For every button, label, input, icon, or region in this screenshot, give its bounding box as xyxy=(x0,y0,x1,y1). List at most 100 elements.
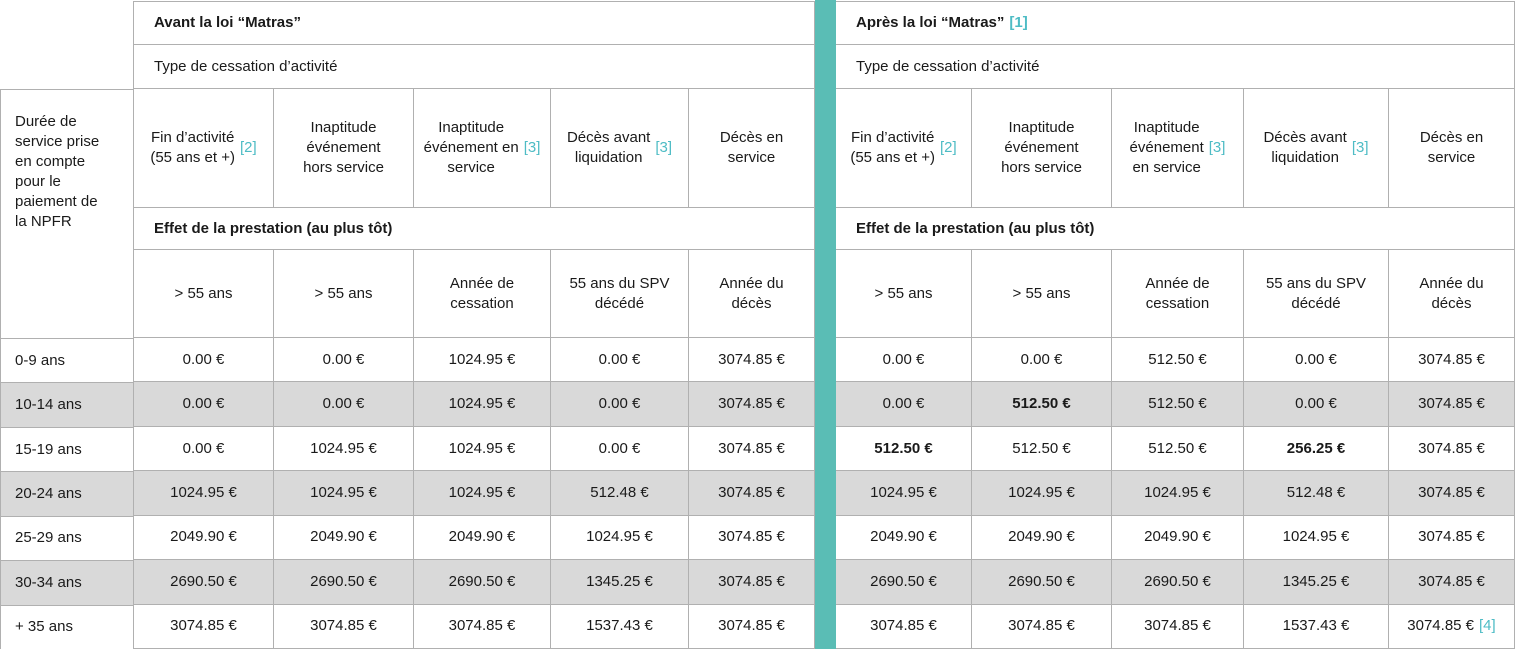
value-cell: 0.00 € xyxy=(1244,382,1389,427)
value-text: 1024.95 € xyxy=(310,483,377,501)
value-cell: 512.48 € xyxy=(1244,471,1389,516)
value-cell: 0.00 € xyxy=(134,426,274,472)
column-headers-apres: Fin d’activité (55 ans et +) [2] Inaptitud… xyxy=(836,89,1515,208)
row-header-column: Durée de service prise en compte pour le… xyxy=(0,89,133,649)
table-row: 1024.95 € 1024.95 € 1024.95 € 512.48 € 3074.… xyxy=(836,471,1515,516)
value-cell: 1024.95 € xyxy=(274,471,414,516)
value-cell: 1024.95 € xyxy=(414,338,551,383)
value-cell: 2049.90 € xyxy=(972,515,1112,561)
value-text: 3074.85 € xyxy=(718,617,785,635)
value-text: 3074.85 € xyxy=(448,617,516,635)
column-header-label: Inaptitude événement en service xyxy=(423,119,519,176)
value-text: 2049.90 € xyxy=(170,528,237,546)
row-label: 25-29 ans xyxy=(1,516,133,562)
column-header: Inaptitude événement en service [3] xyxy=(1112,89,1244,208)
value-cell: 1024.95 € xyxy=(1112,471,1244,516)
value-cell: 3074.85 € xyxy=(689,338,815,383)
column-header-label: Décès en service xyxy=(1419,129,1484,166)
corner-label: Durée de service prise en compte pour le… xyxy=(1,90,133,339)
value-text: 0.00 € xyxy=(182,439,225,457)
table-row: 512.50 € 512.50 € 512.50 € 256.25 € 3074.85 … xyxy=(836,426,1515,472)
value-cell: 3074.85 € xyxy=(414,604,551,649)
value-cell: 3074.85 € xyxy=(274,604,414,649)
value-cell: 2690.50 € xyxy=(1112,560,1244,605)
column-header: Inaptitude événement hors service xyxy=(274,89,414,208)
title-text: Avant la loi “Matras” xyxy=(154,14,301,31)
table-row: 3074.85 € 3074.85 € 3074.85 € 1537.43 € 3074… xyxy=(134,604,815,649)
table-row: 0.00 € 512.50 € 512.50 € 0.00 € 3074.85 € xyxy=(836,382,1515,427)
row-labels: 0-9 ans 10-14 ans 15-19 ans 20-24 ans 25-29 … xyxy=(1,339,133,649)
value-cell: 1024.95 € xyxy=(1244,515,1389,561)
value-cell: 1537.43 € xyxy=(1244,604,1389,649)
value-cell: 512.48 € xyxy=(551,471,689,516)
value-cell: 0.00 € xyxy=(274,338,414,383)
footnote-marker: [2] xyxy=(939,139,957,156)
row-label: 0-9 ans xyxy=(1,339,133,384)
value-text: 3074.85 € xyxy=(718,483,785,501)
value-cell: 0.00 € xyxy=(274,382,414,427)
column-header-label: Fin d’activité (55 ans et +) xyxy=(150,129,235,166)
value-text: 2049.90 € xyxy=(870,528,937,546)
type-cessation-header: Type de cessation d’activité xyxy=(836,45,1515,89)
value-text: 1024.95 € xyxy=(448,350,516,368)
value-text: 1024.95 € xyxy=(170,483,237,501)
table-row: 2690.50 € 2690.50 € 2690.50 € 1345.25 € 3074… xyxy=(836,560,1515,605)
footnote-marker: [3] xyxy=(1351,139,1369,156)
value-cell: 0.00 € xyxy=(551,426,689,472)
value-text: 2049.90 € xyxy=(1008,528,1075,546)
value-text: 0.00 € xyxy=(882,350,925,368)
value-cell: 1024.95 € xyxy=(836,471,972,516)
value-cell: 3074.85 € xyxy=(689,382,815,427)
value-cell: 3074.85 € xyxy=(1389,560,1515,605)
value-text: 3074.85 € xyxy=(718,395,785,413)
value-text: 3074.85 € xyxy=(1407,617,1475,635)
effect-subheader: > 55 ans xyxy=(972,250,1112,338)
value-text: 1345.25 € xyxy=(586,572,653,590)
column-header: Inaptitude événement hors service xyxy=(972,89,1112,208)
effect-subheaders-avant: > 55 ans > 55 ans Année de cessation 55 ans… xyxy=(134,250,815,338)
value-cell: 0.00 € xyxy=(551,338,689,383)
value-text: 512.50 € xyxy=(1012,439,1071,457)
column-headers-avant: Fin d’activité (55 ans et +) [2] Inaptitud… xyxy=(134,89,815,208)
column-header-label: Décès avant liquidation xyxy=(566,129,651,166)
effect-subheader: > 55 ans xyxy=(134,250,274,338)
table-row: 2049.90 € 2049.90 € 2049.90 € 1024.95 € 3074… xyxy=(134,515,815,561)
value-cell: 1024.95 € xyxy=(414,471,551,516)
value-text: 2690.50 € xyxy=(448,572,516,590)
column-header-label: Inaptitude événement hors service xyxy=(303,119,384,176)
effect-subheader: Année de cessation xyxy=(414,250,551,338)
value-text: 3074.85 € xyxy=(1418,528,1485,546)
value-text: 1537.43 € xyxy=(586,617,653,635)
value-cell: 0.00 € xyxy=(836,382,972,427)
column-header-label: Fin d’activité (55 ans et +) xyxy=(850,129,935,166)
value-text: 2049.90 € xyxy=(1144,528,1211,546)
title-note: [1] xyxy=(1009,14,1028,31)
value-cell: 3074.85 € xyxy=(1389,382,1515,427)
value-text: 2049.90 € xyxy=(448,528,516,546)
footnote-marker: [2] xyxy=(239,139,257,156)
effect-subheader: > 55 ans xyxy=(274,250,414,338)
value-cell: 3074.85 € xyxy=(689,515,815,561)
value-text: 512.48 € xyxy=(590,483,649,501)
value-cell: 512.50 € xyxy=(972,426,1112,472)
value-cell: 256.25 € xyxy=(1244,426,1389,472)
column-header: Décès avant liquidation [3] xyxy=(551,89,689,208)
value-cell: 2049.90 € xyxy=(414,515,551,561)
value-cell: 1024.95 € xyxy=(551,515,689,561)
value-text: 0.00 € xyxy=(598,439,641,457)
value-cell: 3074.85 € xyxy=(1389,471,1515,516)
value-text: 1024.95 € xyxy=(310,439,377,457)
value-text: 3074.85 € xyxy=(1418,395,1485,413)
effect-subheader: 55 ans du SPV décédé xyxy=(1244,250,1389,338)
value-cell: 3074.85 € xyxy=(689,426,815,472)
value-text: 512.50 € xyxy=(874,439,933,457)
value-cell: 1024.95 € xyxy=(134,471,274,516)
column-header-label: Inaptitude événement hors service xyxy=(1001,119,1082,176)
value-text: 1024.95 € xyxy=(1282,528,1350,546)
value-text: 3074.85 € xyxy=(718,439,785,457)
table-row: 0.00 € 0.00 € 1024.95 € 0.00 € 3074.85 € xyxy=(134,382,815,427)
value-cell: 0.00 € xyxy=(972,338,1112,383)
row-label: 20-24 ans xyxy=(1,472,133,517)
teal-divider-bar xyxy=(815,0,836,649)
value-cell: 3074.85 € xyxy=(689,471,815,516)
